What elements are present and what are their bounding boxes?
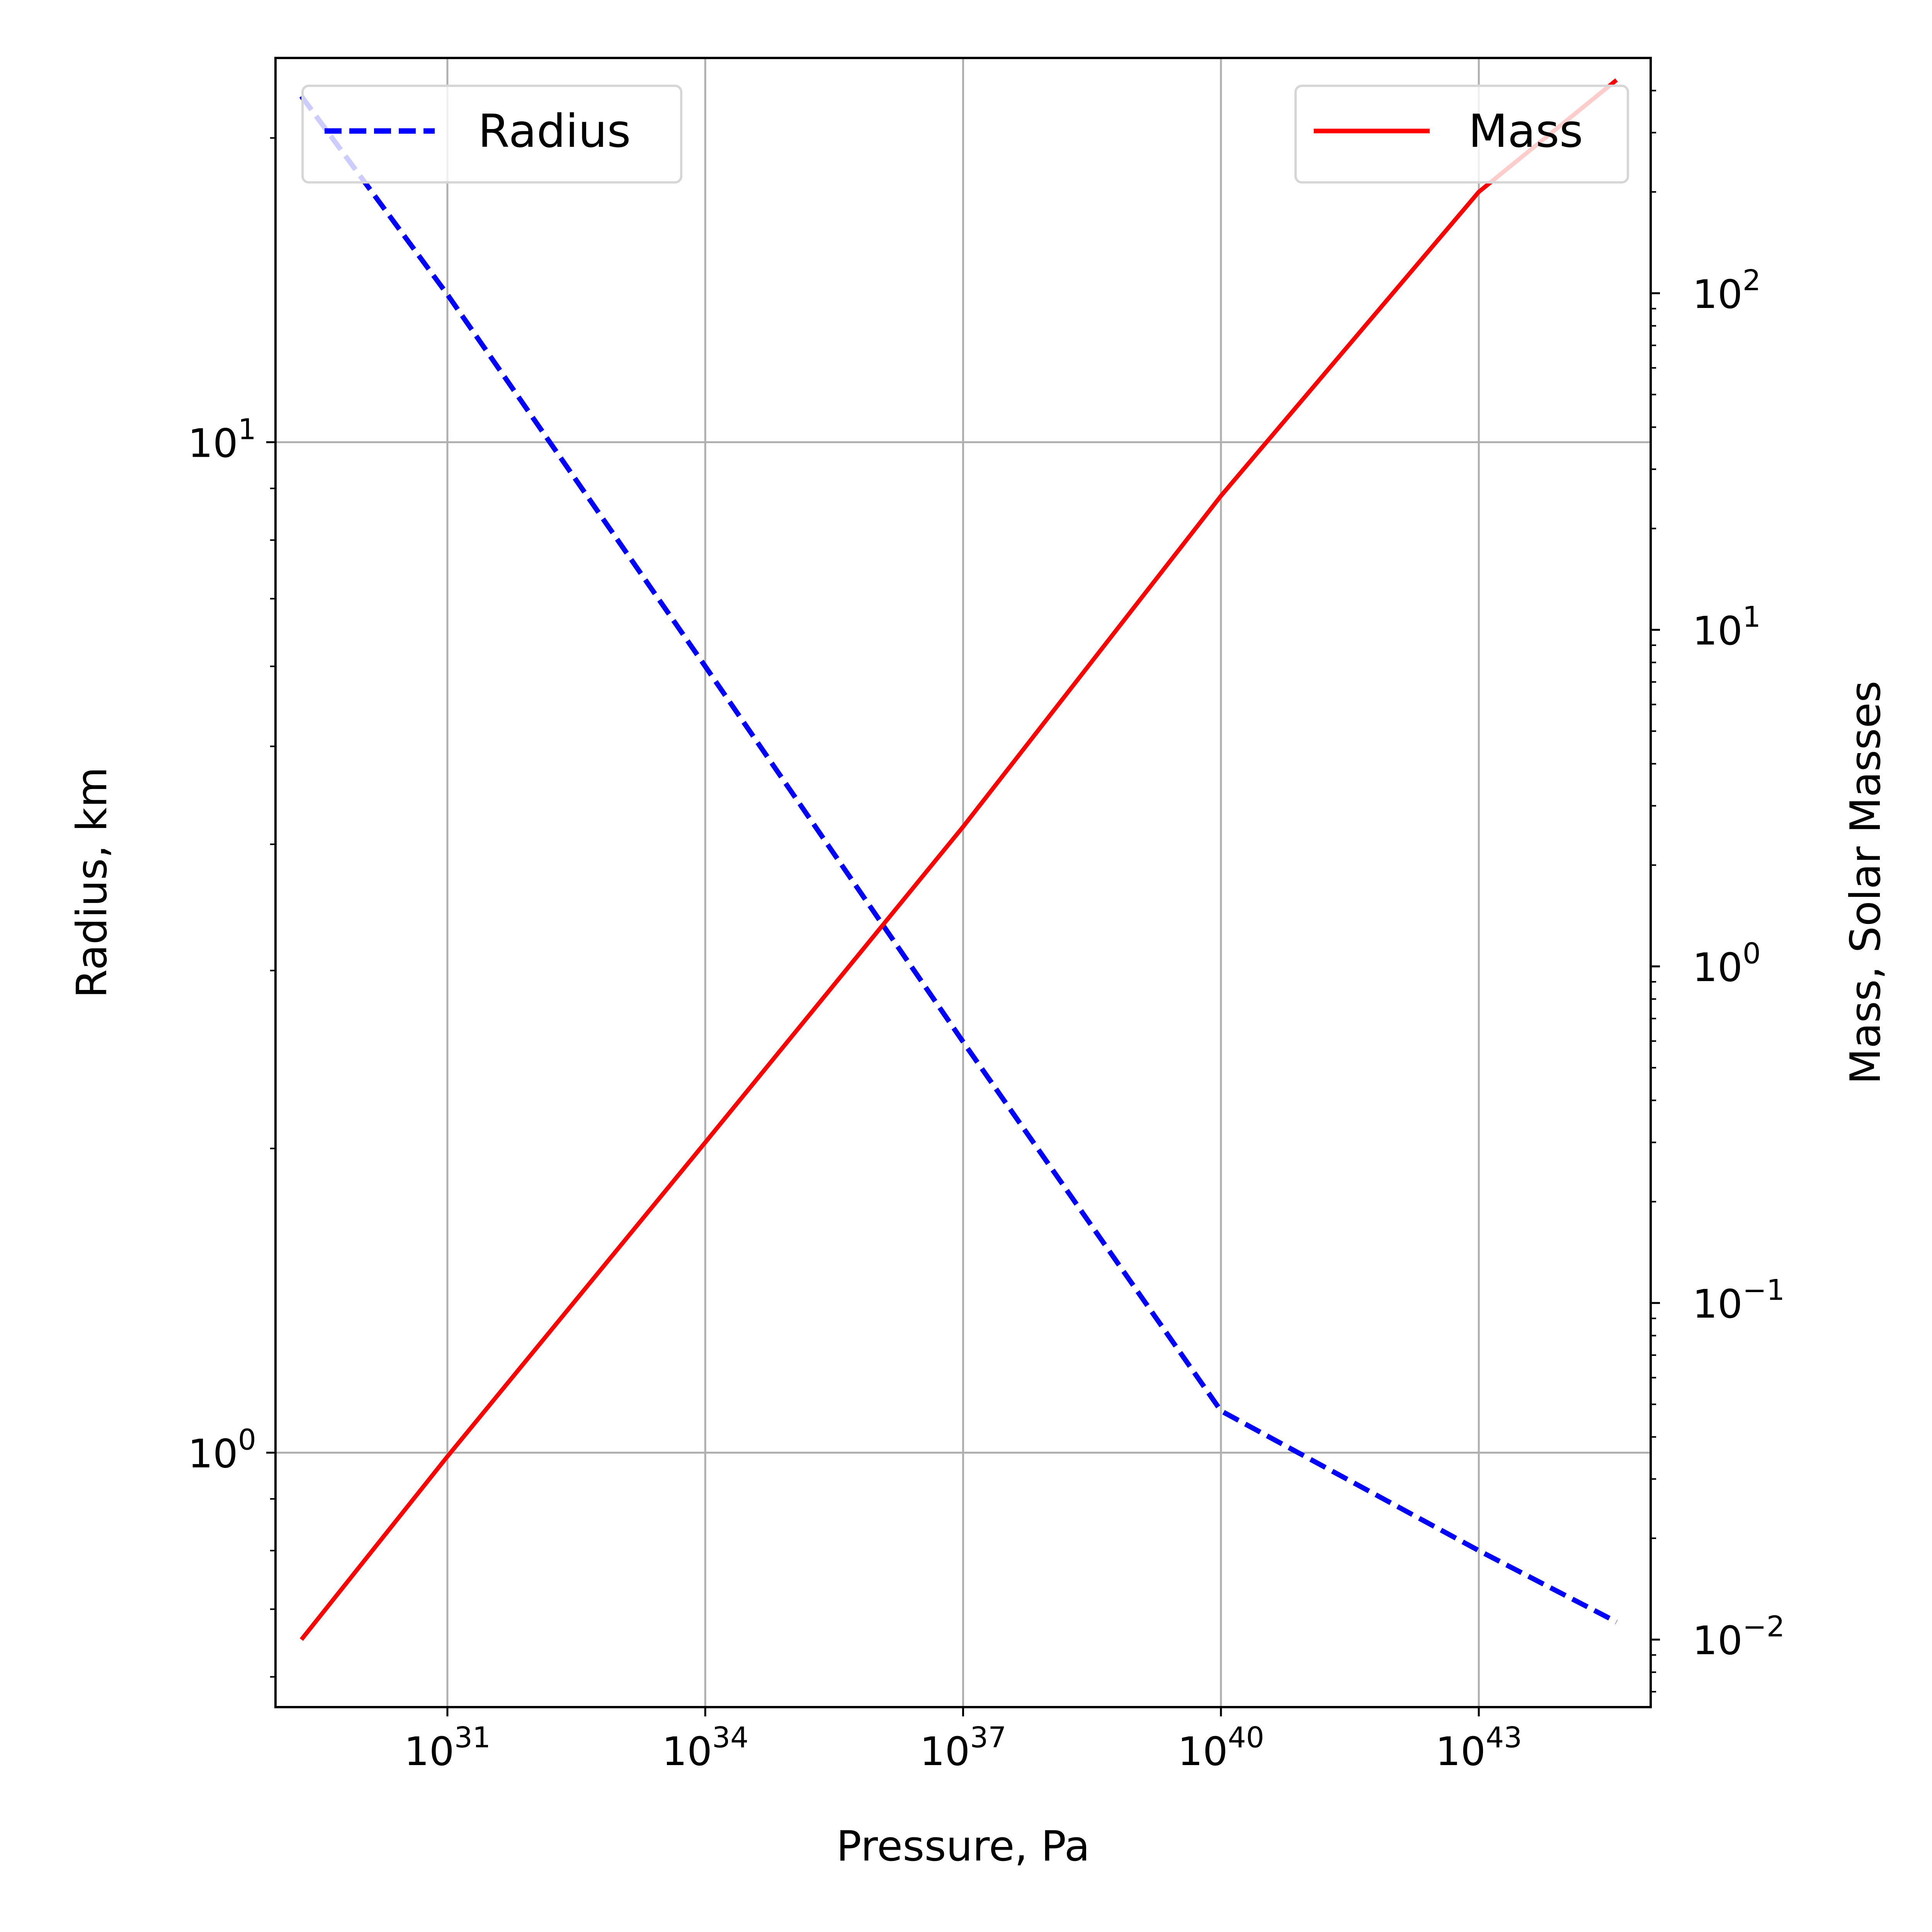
legend-radius-label: Radius — [478, 104, 631, 158]
x-tick-label: 1037 — [920, 1721, 1007, 1775]
y-left-tick-label: 101 — [188, 413, 256, 466]
legend-radius-box — [301, 85, 682, 184]
y-right-tick-label: 10−2 — [1692, 1610, 1785, 1664]
tick-labels: 1031 1034 1037 1040 1043 100 101 10−2 10−1 100 101… — [188, 264, 1785, 1775]
y-right-tick-label: 10−1 — [1692, 1274, 1785, 1327]
x-tick-label: 1034 — [662, 1721, 748, 1775]
ticks — [266, 90, 1660, 1716]
x-tick-label: 1031 — [404, 1721, 491, 1775]
grid — [276, 58, 1651, 1707]
series-radius-line — [299, 94, 1618, 1624]
series-layer — [299, 78, 1618, 1641]
y-right-tick-label: 102 — [1692, 264, 1761, 318]
y-left-tick-label: 100 — [188, 1423, 256, 1477]
legend-radius: Radius — [301, 85, 682, 184]
legend-mass-label: Mass — [1468, 104, 1583, 158]
x-tick-label: 1040 — [1178, 1721, 1264, 1775]
y-right-tick-label: 100 — [1692, 937, 1761, 991]
x-axis-title: Pressure, Pa — [836, 1822, 1090, 1871]
y-left-axis-title: Radius, km — [68, 767, 116, 998]
legend-mass-box — [1294, 85, 1629, 184]
y-right-axis-title: Mass, Solar Masses — [1842, 681, 1890, 1085]
series-mass-line — [299, 78, 1618, 1641]
x-tick-label: 1043 — [1435, 1721, 1522, 1775]
legend-mass: Mass — [1294, 85, 1629, 184]
y-right-tick-label: 101 — [1692, 600, 1761, 654]
